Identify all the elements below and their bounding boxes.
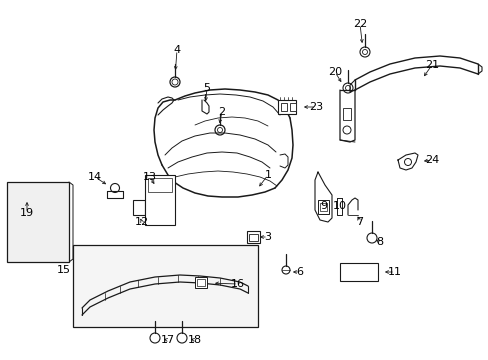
Text: 18: 18: [187, 335, 202, 345]
Text: 13: 13: [142, 172, 157, 182]
Bar: [7, 182, 69, 262]
Bar: [342, 108, 350, 120]
Text: 20: 20: [327, 67, 342, 77]
Text: 1: 1: [264, 170, 271, 180]
Text: 17: 17: [161, 335, 175, 345]
Text: 12: 12: [135, 217, 149, 227]
Text: 15: 15: [57, 265, 71, 275]
Text: 8: 8: [376, 237, 383, 247]
Text: 10: 10: [332, 201, 346, 211]
Text: 2: 2: [218, 107, 225, 117]
Text: 5: 5: [203, 83, 210, 93]
Text: 3: 3: [264, 232, 271, 242]
Bar: [133, 200, 145, 215]
Bar: [195, 277, 206, 288]
Bar: [197, 279, 204, 286]
Text: 11: 11: [387, 267, 401, 277]
Text: 6: 6: [296, 267, 303, 277]
Text: 14: 14: [88, 172, 102, 182]
Text: 9: 9: [320, 201, 327, 211]
Polygon shape: [397, 153, 417, 170]
Text: 7: 7: [356, 217, 363, 227]
Bar: [278, 100, 295, 114]
Bar: [246, 231, 260, 243]
Bar: [319, 203, 326, 211]
Bar: [281, 103, 286, 111]
Text: 16: 16: [230, 279, 244, 289]
Bar: [289, 103, 295, 111]
Text: 4: 4: [173, 45, 180, 55]
Bar: [248, 234, 258, 241]
Bar: [145, 175, 175, 225]
Text: 21: 21: [424, 60, 438, 70]
Bar: [148, 178, 172, 192]
Text: 22: 22: [352, 19, 366, 29]
Bar: [317, 200, 328, 214]
Text: 23: 23: [308, 102, 323, 112]
Bar: [73, 245, 258, 327]
Bar: [339, 263, 377, 281]
Text: 24: 24: [424, 155, 438, 165]
Text: 19: 19: [20, 208, 34, 218]
